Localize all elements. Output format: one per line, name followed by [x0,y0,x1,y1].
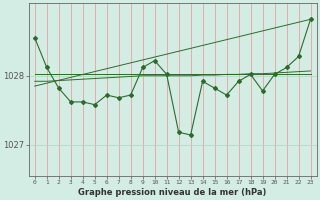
X-axis label: Graphe pression niveau de la mer (hPa): Graphe pression niveau de la mer (hPa) [78,188,267,197]
